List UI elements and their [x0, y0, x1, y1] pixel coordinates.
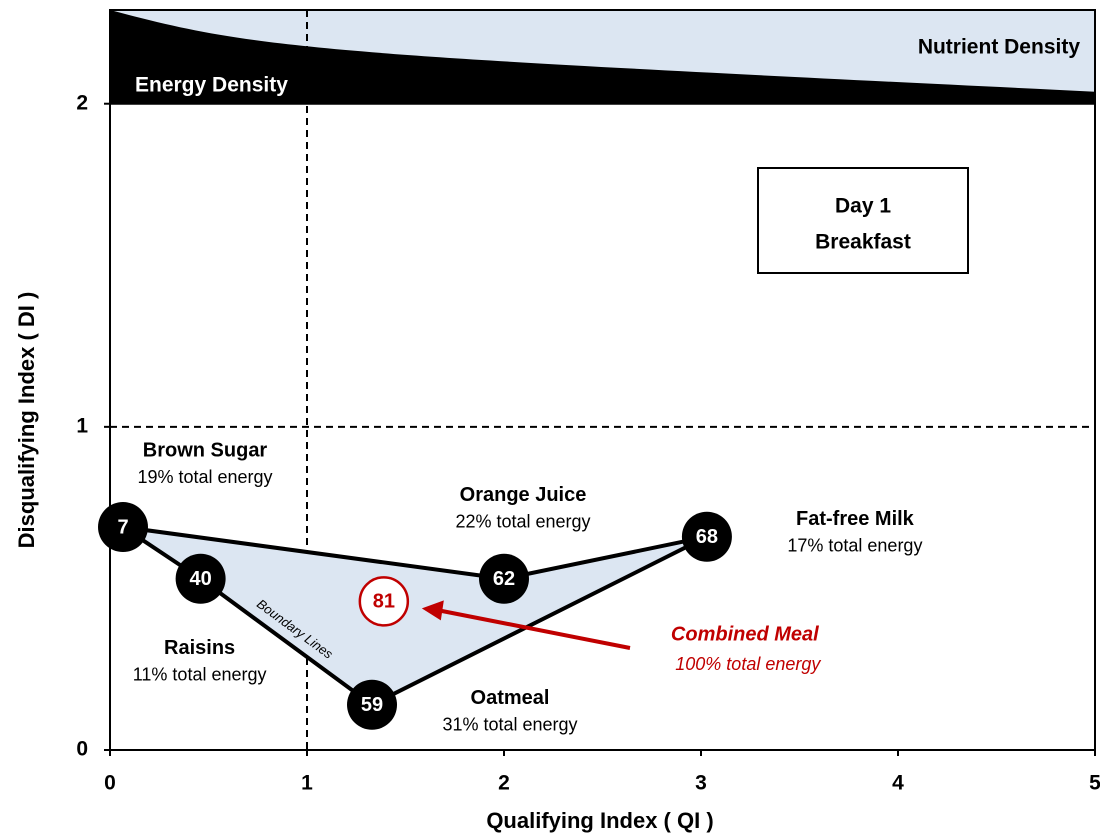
point-label: 40	[189, 568, 211, 590]
combined-label: 81	[373, 591, 395, 613]
point-note: 17% total energy	[787, 535, 922, 555]
box-line: Day 1	[835, 195, 891, 218]
point-name: Brown Sugar	[143, 439, 268, 461]
point	[479, 553, 529, 604]
point-note: 22% total energy	[455, 511, 590, 531]
x-tick-label: 3	[695, 772, 707, 795]
y-tick-label: 1	[76, 414, 88, 437]
info-box	[757, 167, 969, 274]
point-note: 11% total energy	[133, 664, 267, 684]
point-label: 7	[117, 516, 128, 538]
point-label: 62	[493, 568, 515, 590]
box-line: Breakfast	[815, 231, 911, 254]
point	[347, 679, 398, 730]
x-tick-label: 0	[104, 772, 116, 795]
point-note: 31% total energy	[442, 715, 577, 735]
point-note: 19% total energy	[137, 467, 272, 487]
combined-point	[358, 576, 410, 627]
point-name: Orange Juice	[460, 484, 587, 506]
arrow-shaft	[438, 608, 631, 650]
plot-frame	[109, 9, 1096, 751]
point-label: 59	[361, 694, 383, 716]
y-tick-label: 0	[76, 738, 88, 761]
energy-band	[110, 10, 1095, 104]
x-tick-label: 2	[498, 772, 510, 795]
point	[175, 553, 226, 604]
x-tick-label: 4	[892, 772, 904, 795]
x-tick-label: 1	[301, 772, 313, 795]
point-name: Raisins	[164, 637, 235, 659]
x-tick-label: 5	[1089, 772, 1100, 795]
combined-name: Combined Meal	[671, 624, 819, 646]
y-tick-label: 2	[76, 91, 88, 114]
y-axis-label: Disqualifying Index ( DI )	[14, 292, 39, 549]
point-name: Fat-free Milk	[796, 508, 915, 530]
nutrient-label: Nutrient Density	[918, 36, 1081, 59]
x-axis-label: Qualifying Index ( QI )	[486, 808, 713, 833]
point	[681, 511, 732, 562]
point-label: 68	[696, 526, 718, 548]
arrow-head	[421, 600, 444, 621]
point-name: Oatmeal	[471, 687, 550, 709]
energy-label: Energy Density	[135, 73, 288, 96]
combined-note: 100% total energy	[675, 654, 821, 674]
